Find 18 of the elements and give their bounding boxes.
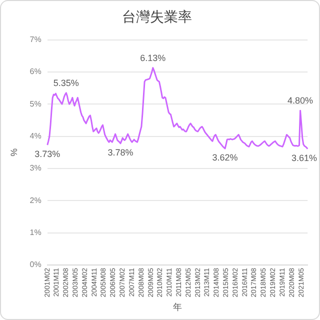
y-tick-label: 4% xyxy=(30,132,42,141)
data-label: 3.73% xyxy=(34,148,60,159)
y-tick-label: 2% xyxy=(30,196,42,205)
data-label: 3.61% xyxy=(291,152,318,163)
y-tick-label: 0% xyxy=(30,260,42,270)
x-axis-title: 年 xyxy=(172,302,182,312)
y-tick-label: 6% xyxy=(30,67,42,76)
y-axis-title: % xyxy=(8,148,19,156)
y-tick-label: 5% xyxy=(30,99,42,108)
data-label: 6.13% xyxy=(140,52,166,63)
data-label: 4.80% xyxy=(288,96,314,106)
data-label: 3.62% xyxy=(212,152,238,163)
data-label: 3.78% xyxy=(108,147,134,158)
y-tick-label: 7% xyxy=(30,35,42,44)
chart-title: 台灣失業率 xyxy=(122,8,192,24)
y-tick-label: 3% xyxy=(30,164,42,173)
y-tick-label: 1% xyxy=(30,228,42,238)
data-label: 5.35% xyxy=(53,78,79,88)
